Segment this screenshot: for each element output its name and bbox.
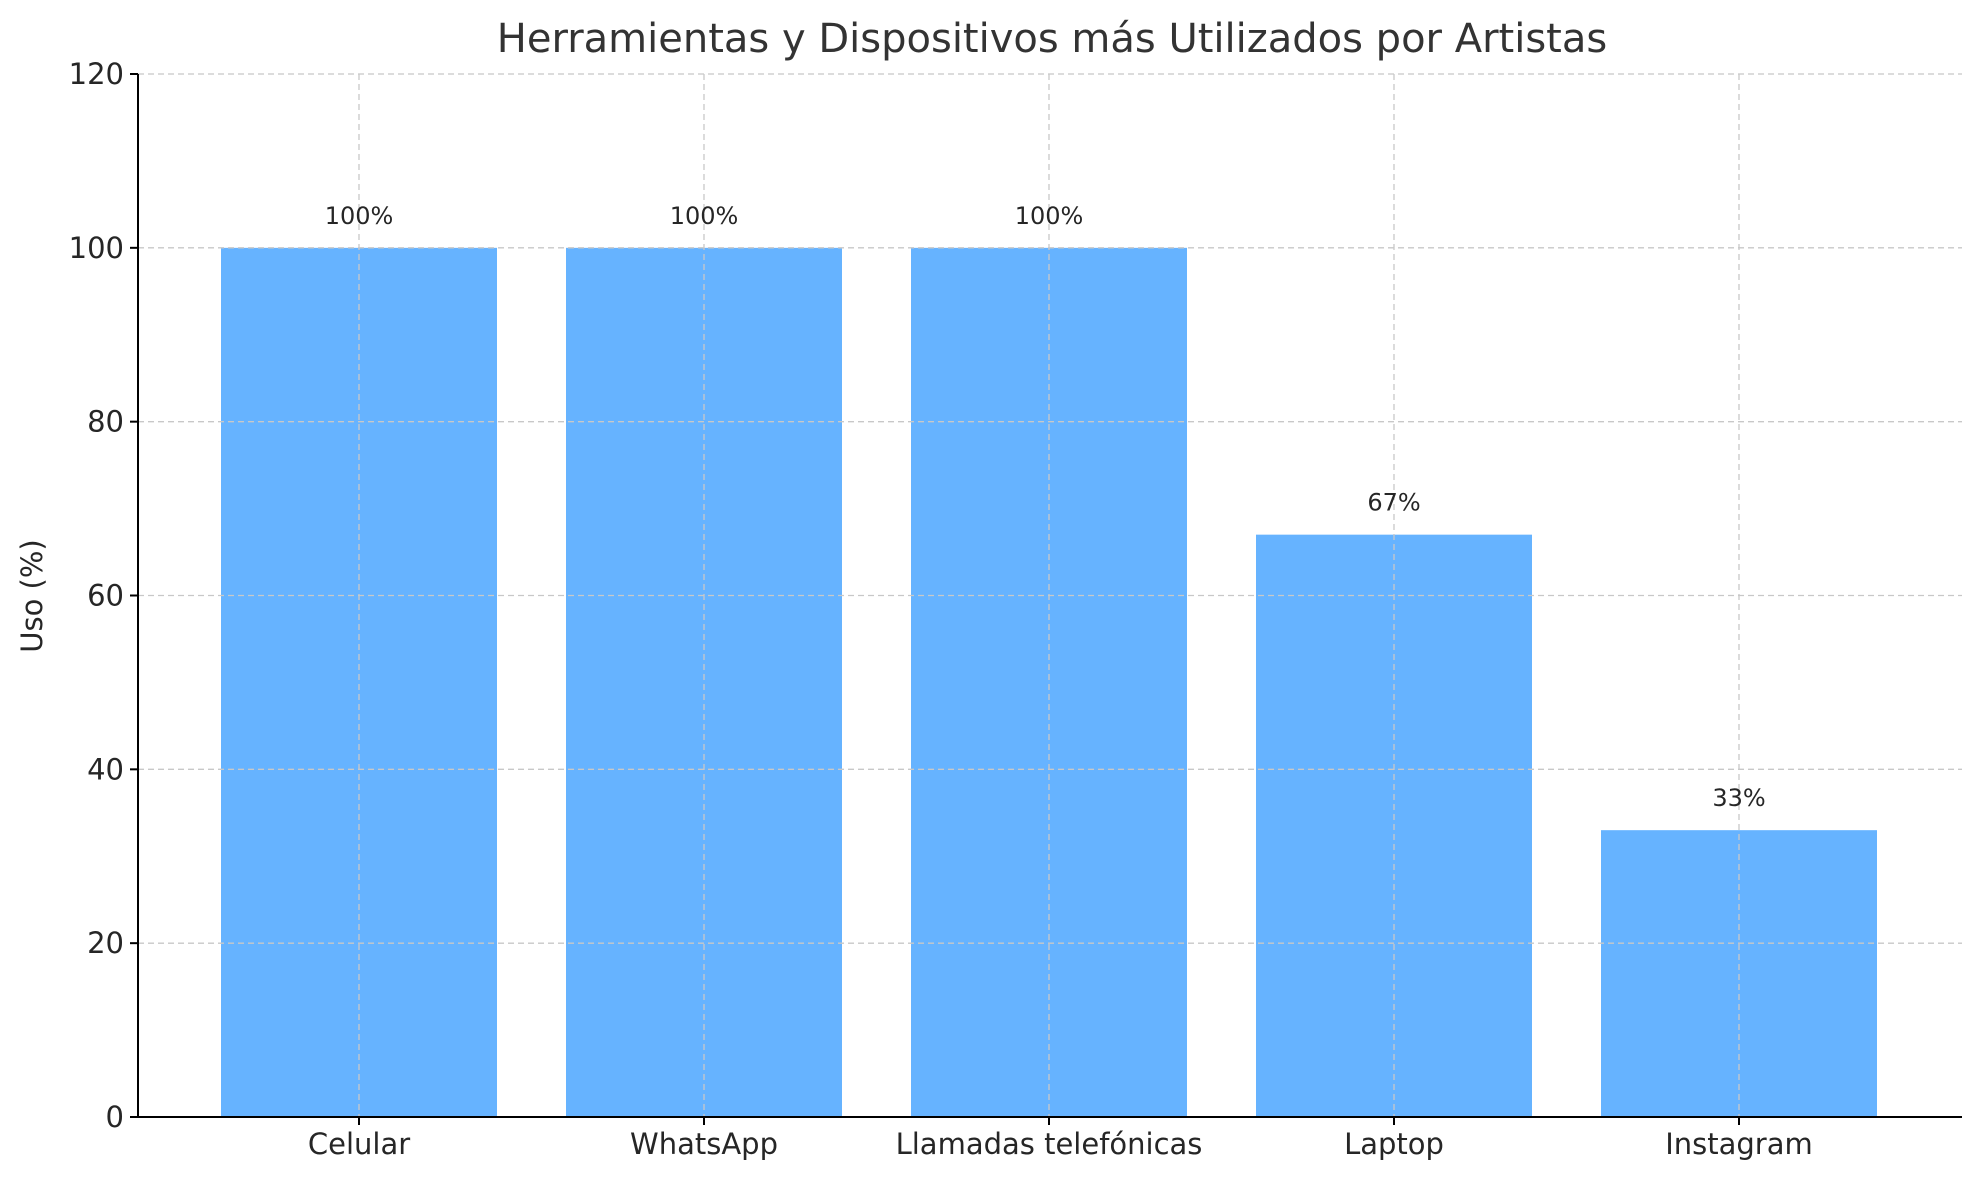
bar-llamadas-telef-nicas <box>911 247 1187 1118</box>
x-tick-label: Laptop <box>1344 1127 1444 1161</box>
x-tick-label: WhatsApp <box>630 1127 778 1161</box>
x-tick-label: Instagram <box>1665 1127 1813 1161</box>
bar-value-label: 67% <box>1367 489 1420 517</box>
bar-value-label: 100% <box>1015 202 1084 230</box>
bar-celular <box>221 247 497 1118</box>
bar-value-label: 100% <box>325 202 394 230</box>
x-tick-label: Celular <box>308 1127 410 1161</box>
bar-whatsapp <box>566 247 842 1118</box>
axes-layer <box>130 73 1962 1125</box>
bar-instagram <box>1601 830 1877 1117</box>
y-tick-label: 80 <box>87 405 124 439</box>
labels-layer: 0 20 40 60 80 100 120 Celular WhatsApp Llamadas t… <box>69 57 1813 1161</box>
grid-layer <box>138 73 1962 1117</box>
y-tick-label: 100 <box>69 231 124 265</box>
x-tick-label: Llamadas telefónicas <box>896 1127 1203 1161</box>
bar-value-label: 100% <box>670 202 739 230</box>
y-tick-label: 0 <box>106 1100 124 1134</box>
y-tick-label: 120 <box>69 57 124 91</box>
bar-value-label: 33% <box>1712 784 1765 812</box>
y-tick-label: 40 <box>87 752 124 786</box>
y-axis-label: Uso (%) <box>15 539 49 652</box>
y-tick-label: 20 <box>87 926 124 960</box>
y-tick-label: 60 <box>87 579 124 613</box>
chart-title: Herramientas y Dispositivos más Utilizad… <box>497 16 1607 62</box>
